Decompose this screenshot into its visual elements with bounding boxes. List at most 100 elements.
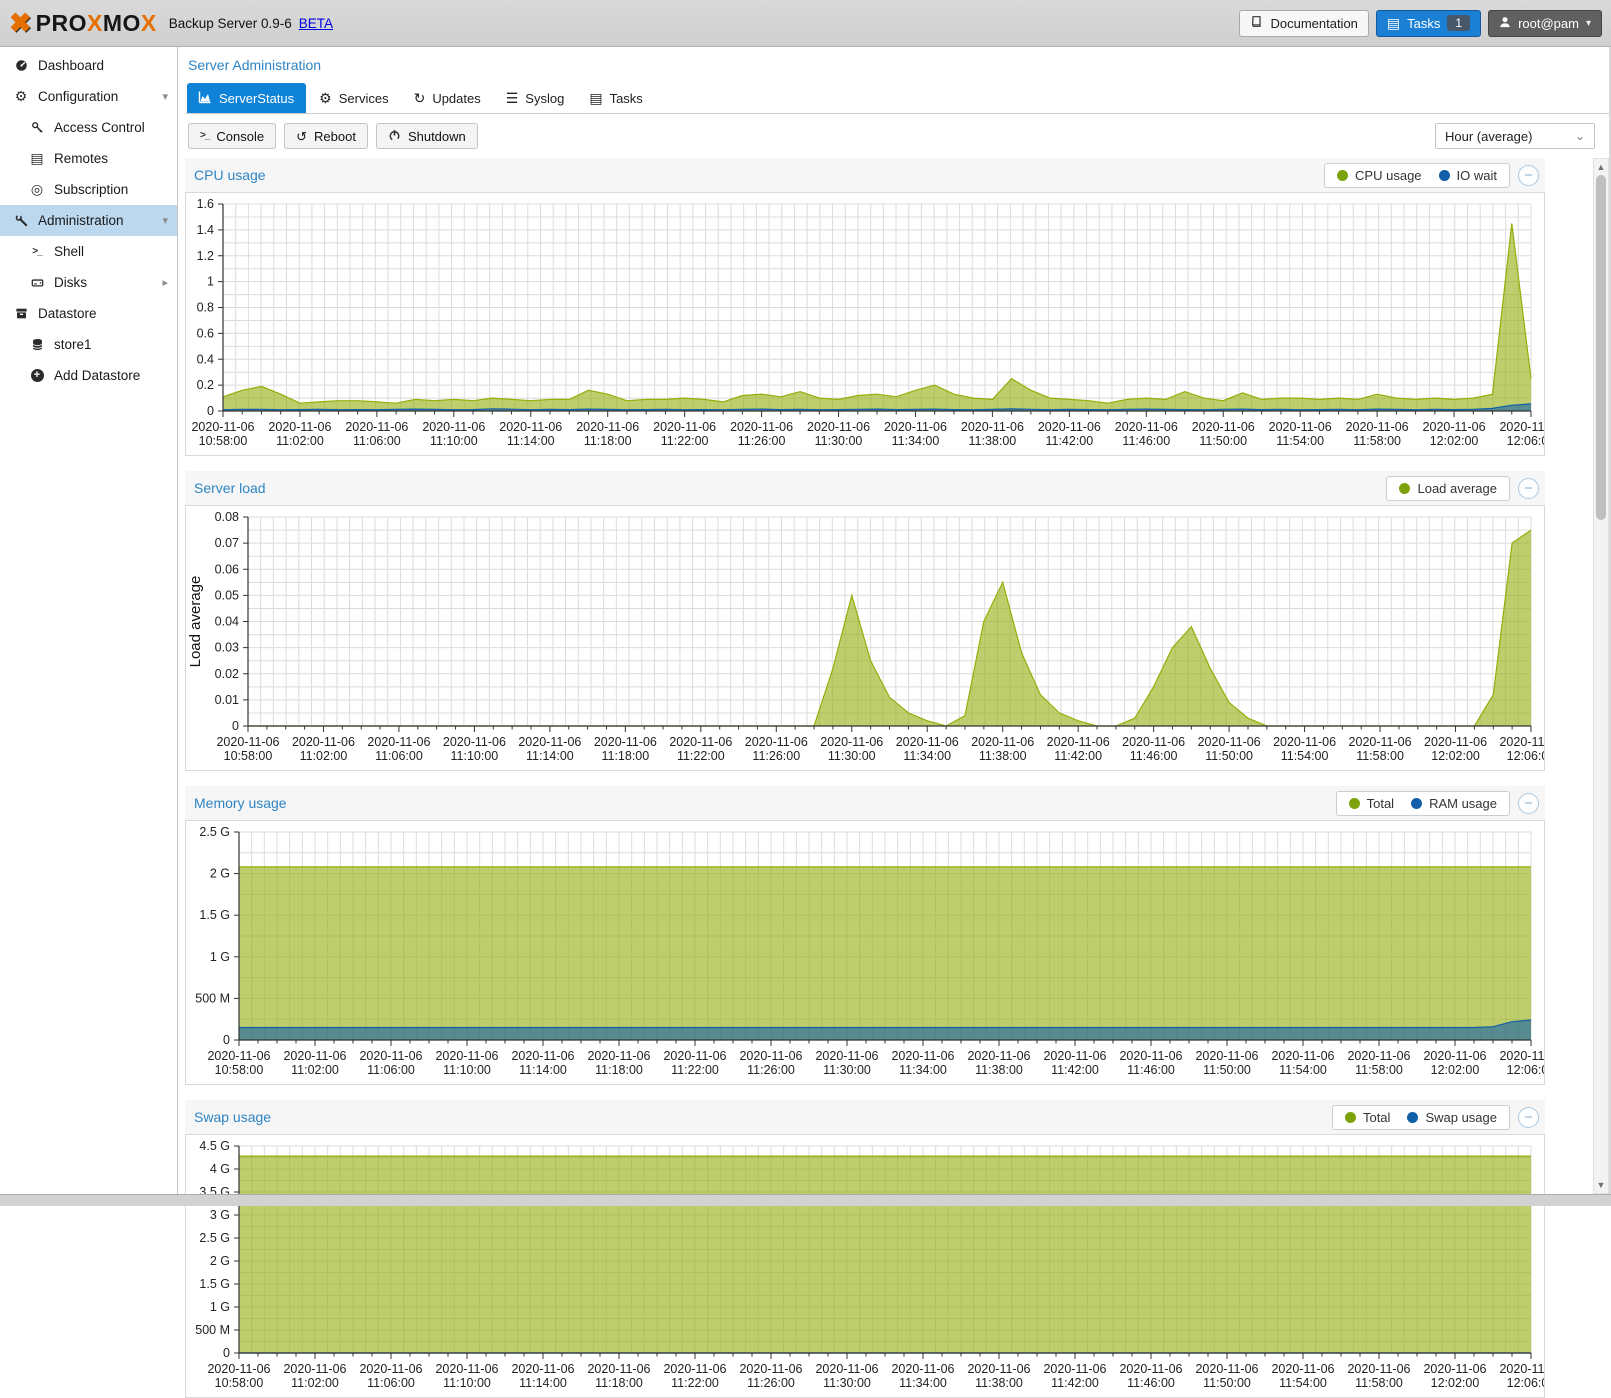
user-menu-button[interactable]: root@pam ▾ (1488, 9, 1602, 37)
svg-text:2020-11-06: 2020-11-06 (961, 420, 1024, 434)
vertical-scrollbar[interactable]: ▲ ▼ (1593, 158, 1609, 1194)
svg-text:11:18:00: 11:18:00 (584, 434, 632, 448)
svg-text:2020-11-06: 2020-11-06 (345, 420, 408, 434)
svg-text:2020-11-06: 2020-11-06 (216, 735, 279, 749)
legend-item[interactable]: Load average (1399, 481, 1497, 496)
gears-icon: ⚙ (319, 90, 332, 106)
svg-text:11:38:00: 11:38:00 (969, 434, 1017, 448)
svg-text:11:42:00: 11:42:00 (1051, 1063, 1099, 1077)
tab-tasks[interactable]: ▤ Tasks (578, 83, 654, 113)
tab-services[interactable]: ⚙ Services (308, 83, 400, 113)
timeframe-select[interactable]: Hour (average) ⌄ (1435, 123, 1595, 149)
legend-item[interactable]: Total (1344, 1110, 1390, 1125)
sidebar-item-shell[interactable]: >_ Shell (0, 236, 177, 267)
svg-text:2 G: 2 G (210, 867, 230, 881)
tab-label: Services (338, 90, 389, 106)
svg-text:11:54:00: 11:54:00 (1279, 1376, 1327, 1390)
tasks-button[interactable]: ▤ Tasks 1 (1375, 9, 1482, 37)
sidebar-item-access-control[interactable]: Access Control (0, 112, 177, 143)
svg-text:11:14:00: 11:14:00 (507, 434, 555, 448)
svg-text:11:06:00: 11:06:00 (367, 1063, 415, 1077)
svg-text:2020-11-06: 2020-11-06 (435, 1362, 498, 1376)
svg-text:3 G: 3 G (210, 1208, 230, 1222)
console-button[interactable]: >_ Console (188, 123, 277, 149)
cpu-usage-chart: 00.20.40.60.811.21.41.62020-11-0610:58:0… (191, 197, 1544, 448)
scrollbar-thumb[interactable] (1596, 175, 1606, 520)
sidebar-item-administration[interactable]: Administration ▾ (0, 205, 177, 236)
svg-text:2020-11-06: 2020-11-06 (499, 420, 562, 434)
svg-text:2020-11-06: 2020-11-06 (283, 1362, 346, 1376)
svg-text:500 M: 500 M (195, 991, 230, 1005)
legend: Load average (1386, 475, 1510, 501)
svg-text:2020-11-06: 2020-11-06 (207, 1362, 270, 1376)
sidebar-item-datastore[interactable]: Datastore (0, 298, 177, 329)
legend-dot (1438, 169, 1450, 181)
tab-updates[interactable]: ↻ Updates (403, 83, 493, 113)
user-icon (1499, 16, 1511, 31)
svg-text:1.5 G: 1.5 G (199, 908, 230, 922)
svg-text:2020-11-06: 2020-11-06 (587, 1362, 650, 1376)
collapse-icon[interactable]: − (1518, 477, 1539, 499)
collapse-icon[interactable]: − (1518, 1106, 1539, 1128)
beta-link[interactable]: BETA (298, 15, 334, 31)
chevron-down-icon[interactable]: ▾ (162, 91, 168, 103)
sidebar-item-configuration[interactable]: ⚙ Configuration ▾ (0, 81, 177, 112)
sidebar-item-label: Add Datastore (54, 368, 141, 383)
legend: CPU usage IO wait (1324, 162, 1510, 188)
shutdown-button[interactable]: Shutdown (375, 123, 478, 149)
sidebar-item-add-datastore[interactable]: + Add Datastore (0, 360, 177, 391)
svg-text:0.04: 0.04 (215, 615, 239, 629)
svg-text:0: 0 (223, 1033, 230, 1047)
tab-syslog[interactable]: ☰ Syslog (495, 83, 577, 113)
svg-text:2020-11-06: 2020-11-06 (653, 420, 716, 434)
svg-text:11:18:00: 11:18:00 (601, 749, 649, 763)
svg-text:11:30:00: 11:30:00 (823, 1063, 871, 1077)
svg-text:2020-11-06: 2020-11-06 (1195, 1362, 1258, 1376)
chart-container: 0 0.01 0.02 0.03 0.04 0.05 0.06 0.07 0.08 2020-11… (185, 505, 1545, 771)
refresh-icon: ↻ (413, 90, 426, 106)
svg-text:2020-11-06: 2020-11-06 (511, 1362, 574, 1376)
svg-text:11:26:00: 11:26:00 (747, 1063, 795, 1077)
sidebar-item-remotes[interactable]: ▤ Remotes (0, 143, 177, 174)
svg-text:2020-11-06: 2020-11-06 (815, 1049, 878, 1063)
panel-header: CPU usage CPU usage IO wait − (185, 158, 1545, 192)
book-icon (1250, 15, 1263, 31)
proxmox-logo: ✖ PROXMOX (9, 9, 157, 37)
chevron-down-icon[interactable]: ▾ (162, 215, 168, 227)
panel-swap-usage: Swap usage Total Swap usage − 0 500 M 1 G 1… (185, 1100, 1545, 1398)
svg-text:11:22:00: 11:22:00 (671, 1376, 719, 1390)
svg-text:11:46:00: 11:46:00 (1130, 749, 1178, 763)
sidebar-item-store1[interactable]: store1 (0, 329, 177, 360)
shutdown-label: Shutdown (407, 128, 466, 144)
svg-text:2020-11-06: 2020-11-06 (896, 735, 959, 749)
legend-item[interactable]: IO wait (1438, 168, 1497, 183)
collapse-icon[interactable]: − (1518, 164, 1539, 186)
scroll-down-icon[interactable]: ▼ (1596, 1180, 1606, 1190)
scroll-up-icon[interactable]: ▲ (1596, 162, 1606, 172)
tab-serverstatus[interactable]: ServerStatus (187, 83, 307, 113)
sidebar-item-disks[interactable]: Disks ▸ (0, 267, 177, 298)
svg-text:12:02:00: 12:02:00 (1431, 749, 1480, 763)
svg-text:2020-11-06: 2020-11-06 (1122, 735, 1185, 749)
svg-text:12:06:00: 12:06:00 (1507, 434, 1544, 448)
svg-text:2020-11-06: 2020-11-06 (1347, 1049, 1410, 1063)
legend-item[interactable]: Total (1348, 796, 1394, 811)
legend-item[interactable]: RAM usage (1411, 796, 1497, 811)
collapse-icon[interactable]: − (1518, 792, 1539, 814)
sidebar-item-dashboard[interactable]: Dashboard (0, 50, 177, 81)
svg-text:11:30:00: 11:30:00 (815, 434, 863, 448)
sidebar-item-subscription[interactable]: ◎ Subscription (0, 174, 177, 205)
svg-text:12:06:00: 12:06:00 (1507, 749, 1544, 763)
svg-text:11:10:00: 11:10:00 (430, 434, 478, 448)
tab-label: Updates (432, 90, 481, 106)
documentation-button[interactable]: Documentation (1239, 9, 1369, 37)
reboot-button[interactable]: ↺ Reboot (284, 123, 368, 149)
svg-text:2020-11-06: 2020-11-06 (815, 1362, 878, 1376)
svg-text:0.2: 0.2 (197, 378, 214, 392)
legend-item[interactable]: CPU usage (1337, 168, 1422, 183)
svg-text:2020-11-06: 2020-11-06 (1424, 735, 1487, 749)
legend-item[interactable]: Swap usage (1407, 1110, 1497, 1125)
svg-text:11:26:00: 11:26:00 (747, 1376, 795, 1390)
chevron-right-icon[interactable]: ▸ (162, 277, 168, 289)
